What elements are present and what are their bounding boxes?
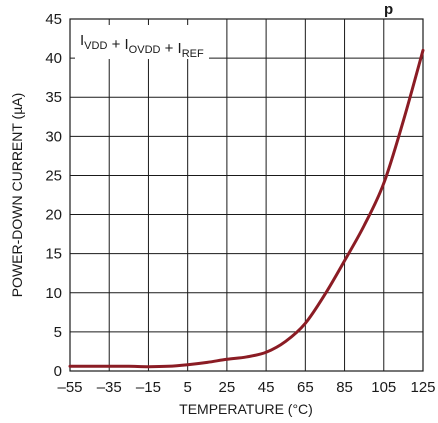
y-tick-label: 20 [45,207,62,224]
y-tick-labels: 0 5 10 15 20 25 30 35 40 45 [45,11,62,380]
series-line [68,48,425,369]
legend-subscript: VDD [84,40,107,52]
chart-title: p [384,1,393,18]
y-tick-label: 25 [45,167,62,184]
x-tick-label: 85 [336,379,353,396]
y-tick-label: 40 [45,50,62,67]
x-tick-label: 105 [371,379,396,396]
x-tick-label: 25 [219,379,236,396]
x-tick-label: 5 [183,379,191,396]
x-tick-label: 45 [258,379,275,396]
x-tick-labels: –55 –35 –15 5 25 45 65 85 105 125 [57,379,435,396]
legend-main: + I [160,40,181,57]
x-tick-label: –35 [97,379,122,396]
y-tick-label: 0 [54,363,62,380]
legend: IVDD + IOVDD + IREF [75,25,209,60]
grid [69,18,424,372]
legend-subscript: OVDD [129,44,161,56]
legend-main: + I [107,36,128,53]
x-tick-label: –15 [136,379,161,396]
x-tick-label: –55 [57,379,82,396]
y-axis-title: POWER-DOWN CURRENT (µA) [9,93,25,298]
y-tick-label: 35 [45,89,62,106]
x-axis-title: TEMPERATURE (°C) [179,401,313,417]
legend-label: IVDD + IOVDD + IREF [80,32,204,60]
x-tick-label: 125 [410,379,435,396]
y-tick-label: 15 [45,246,62,263]
y-tick-label: 10 [45,285,62,302]
legend-box [75,25,209,59]
x-tick-label: 65 [297,379,314,396]
plot-frame [69,18,424,372]
y-tick-label: 5 [54,324,62,341]
legend-subscript: REF [182,48,204,60]
y-tick-label: 45 [45,11,62,28]
legend-main: I [80,32,84,49]
y-tick-label: 30 [45,128,62,145]
